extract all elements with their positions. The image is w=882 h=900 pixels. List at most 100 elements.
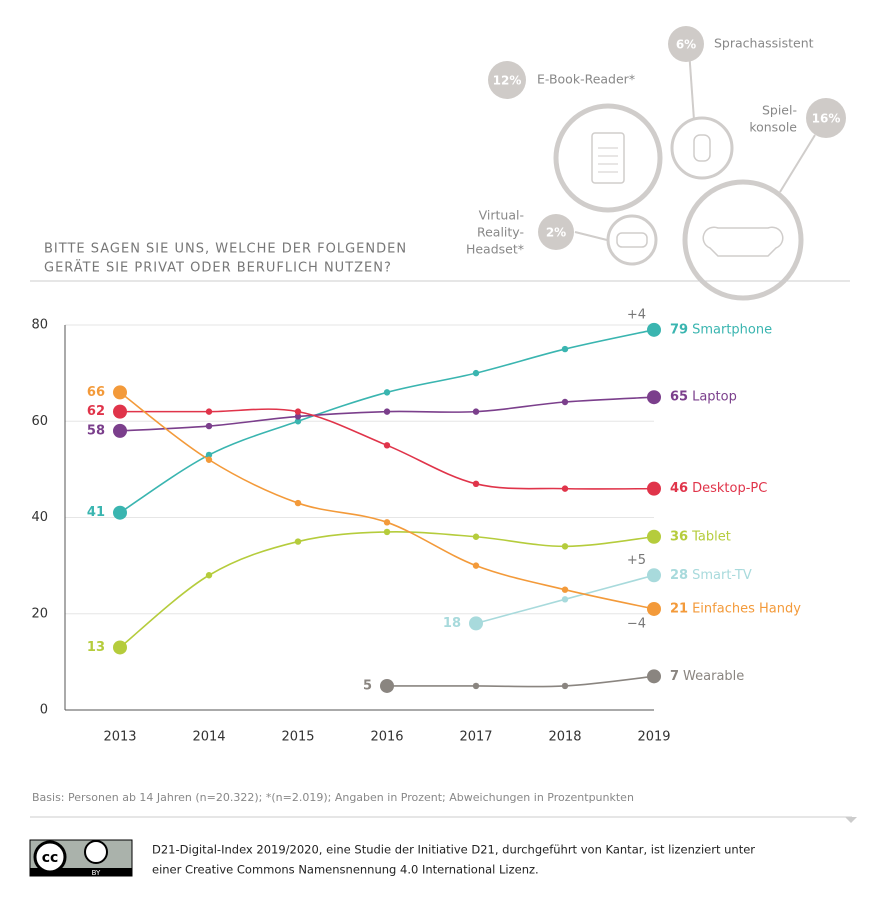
- data-point: [383, 408, 391, 415]
- data-point: [472, 682, 480, 690]
- data-point: [647, 390, 661, 405]
- end-value-label: 21: [670, 601, 688, 616]
- data-point: [561, 543, 569, 550]
- device-label: Virtual-: [479, 208, 524, 223]
- y-tick-label: 0: [40, 703, 48, 718]
- y-tick-label: 40: [31, 510, 48, 525]
- data-point: [647, 481, 661, 496]
- data-point: [383, 528, 391, 536]
- data-point: [472, 480, 480, 488]
- start-value-label: 18: [443, 616, 461, 631]
- data-point: [383, 519, 391, 526]
- device-label: E-Book-Reader*: [537, 72, 635, 87]
- data-point: [205, 408, 213, 415]
- plot: 0 20 40 60 80 2013 2014 2015 2016 2017 2018 2019 41 7…: [31, 307, 801, 744]
- data-point: [113, 505, 127, 520]
- x-tick-label: 2016: [370, 730, 403, 745]
- legend-label: Laptop: [692, 390, 737, 405]
- data-point: [294, 499, 302, 507]
- data-point: [472, 408, 480, 415]
- data-point: [472, 369, 480, 377]
- data-point: [294, 418, 302, 425]
- cc-badge: [29, 839, 133, 877]
- legend-label: Smart-TV: [692, 568, 752, 583]
- x-tick-label: 2019: [637, 730, 670, 745]
- series-line: [386, 675, 655, 688]
- data-point: [383, 442, 391, 449]
- arrow: [845, 817, 857, 823]
- data-point: [647, 669, 661, 684]
- start-value-label: 58: [87, 423, 105, 438]
- y-tick-label: 20: [31, 606, 48, 621]
- data-point: [472, 562, 480, 569]
- data-point: [647, 529, 661, 544]
- end-value-label: 46: [670, 481, 688, 496]
- start-value-label: 41: [87, 505, 105, 520]
- end-value-label: 28: [670, 568, 688, 583]
- y-tick-label: 60: [31, 414, 48, 429]
- data-point: [561, 682, 569, 690]
- data-point: [205, 572, 213, 579]
- data-point: [647, 568, 661, 583]
- data-point: [647, 601, 661, 616]
- data-point: [113, 640, 127, 655]
- x-tick-label: 2018: [548, 730, 581, 745]
- data-point: [383, 389, 391, 396]
- data-point: [113, 385, 127, 400]
- cc-logo: cc: [42, 850, 59, 866]
- data-point: [472, 533, 480, 540]
- footnote: Basis: Personen ab 14 Jahren (n=20.322);…: [32, 791, 634, 804]
- series-line: [119, 391, 655, 610]
- data-point: [561, 485, 569, 492]
- end-value-label: 65: [670, 390, 688, 405]
- start-value-label: 5: [363, 678, 372, 693]
- data-point: [561, 596, 569, 603]
- x-tick-label: 2017: [459, 730, 492, 745]
- device-label: Spiel-: [762, 103, 797, 118]
- x-tick-label: 2015: [281, 730, 314, 745]
- data-point: [205, 451, 213, 459]
- data-point: [561, 398, 569, 406]
- data-point: [205, 456, 213, 463]
- series-line: [119, 531, 655, 649]
- data-point: [647, 322, 661, 337]
- device-share: 16%: [812, 112, 841, 126]
- device-label: konsole: [749, 120, 797, 135]
- device-badges: [488, 26, 846, 250]
- chart-title: BITTE SAGEN SIE UNS, WELCHE DER FOLGENDE…: [44, 242, 407, 257]
- y-tick-label: 80: [31, 318, 48, 333]
- data-point: [294, 408, 302, 415]
- data-point: [469, 616, 483, 631]
- change-label: −4: [627, 616, 646, 631]
- by-label: BY: [92, 869, 101, 877]
- device-label: Reality-: [477, 225, 524, 240]
- start-value-label: 62: [87, 404, 105, 419]
- end-value-label: 36: [670, 529, 688, 544]
- x-tick-label: 2013: [103, 730, 136, 745]
- data-point: [205, 422, 213, 430]
- change-label: +4: [627, 307, 646, 322]
- data-point: [561, 345, 569, 353]
- device-label: Headset*: [466, 242, 524, 257]
- device-label: Sprachassistent: [714, 36, 814, 51]
- data-point: [113, 423, 127, 438]
- data-point: [561, 586, 569, 593]
- legend-label: Smartphone: [692, 322, 772, 337]
- device-share: 2%: [546, 226, 566, 240]
- legend-label: Tablet: [691, 529, 731, 544]
- end-value-label: 7: [670, 669, 679, 684]
- data-point: [380, 678, 394, 693]
- license: einer Creative Commons Namensnennung 4.0…: [152, 863, 539, 877]
- device-graphics: [553, 35, 816, 301]
- x-tick-label: 2014: [192, 730, 225, 745]
- device-share: 6%: [676, 38, 696, 52]
- legend-label: Wearable: [683, 669, 744, 684]
- start-value-label: 13: [87, 640, 105, 655]
- chart-title: GERÄTE SIE PRIVAT ODER BERUFLICH NUTZEN?: [44, 260, 392, 276]
- end-value-label: 79: [670, 322, 688, 337]
- data-point: [294, 538, 302, 545]
- start-value-label: 66: [87, 385, 105, 400]
- data-point: [113, 404, 127, 419]
- license: D21-Digital-Index 2019/2020, eine Studie…: [152, 843, 755, 857]
